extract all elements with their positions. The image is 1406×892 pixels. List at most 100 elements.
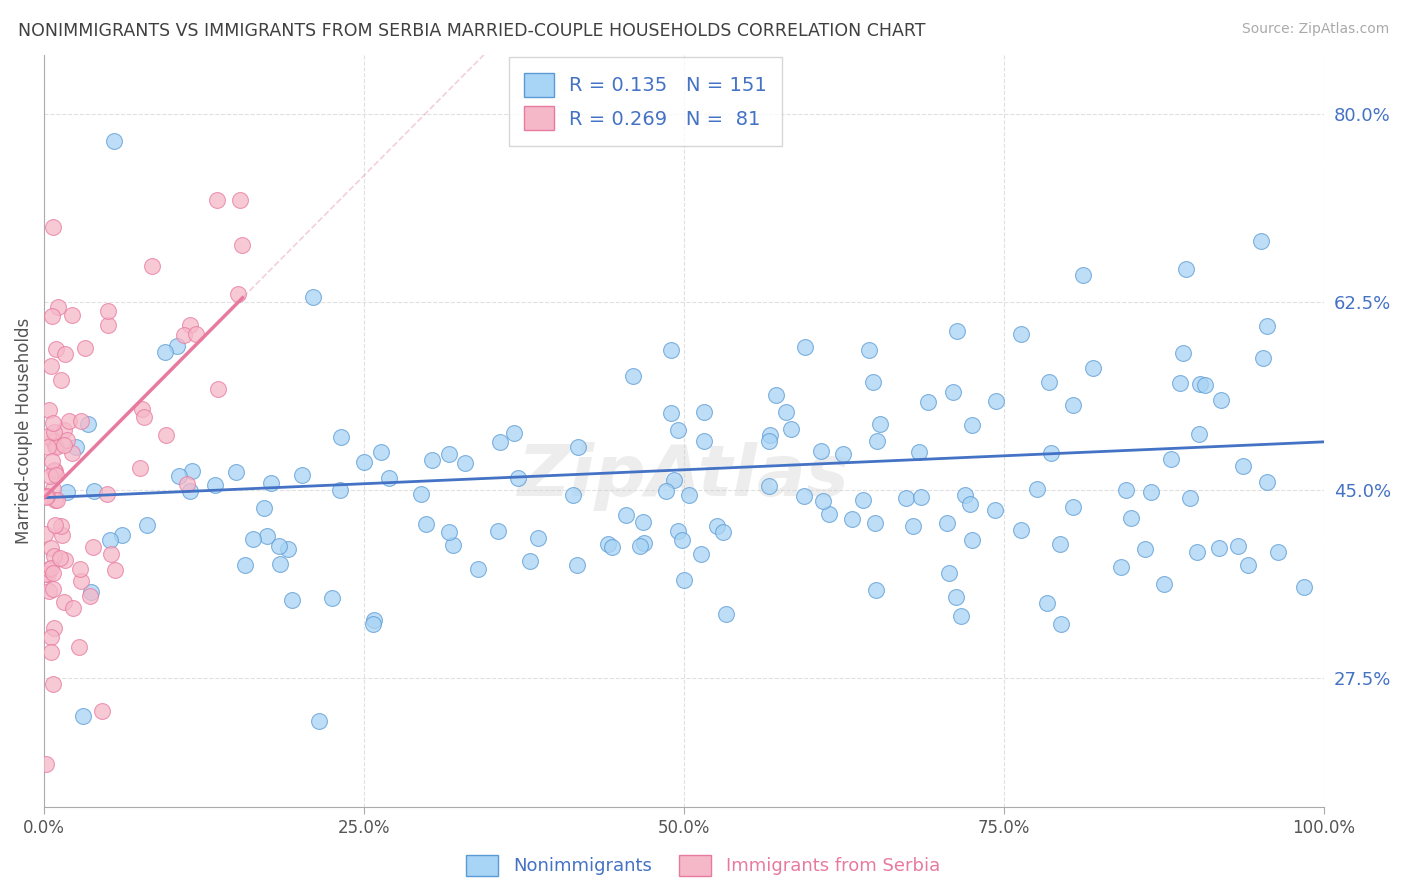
Point [628,539,651,553]
Point [869,417,891,432]
Point [1049,537,1071,551]
Point [42,434,65,449]
Point [353,454,375,468]
Point [633,515,655,529]
Point [58,414,80,428]
Point [1267,545,1289,559]
Point [229,193,252,207]
Point [207,382,229,396]
Point [179,484,201,499]
Point [1010,327,1032,342]
Point [863,516,886,530]
Point [614,508,637,523]
Point [51,528,73,542]
Point [409,487,432,501]
Point [48,550,70,565]
Point [103,134,125,148]
Point [960,533,983,547]
Point [53,595,76,609]
Point [42,219,65,234]
Point [321,591,343,605]
Point [908,445,931,459]
Point [945,324,967,338]
Point [519,554,541,568]
Point [598,537,620,551]
Point [1010,523,1032,537]
Point [39,645,62,659]
Point [253,501,276,516]
Point [37,440,59,454]
Point [1038,375,1060,389]
Point [45,467,67,482]
Point [811,493,834,508]
Point [53,346,76,360]
Point [72,708,94,723]
Point [269,558,291,572]
Point [226,286,249,301]
Point [454,457,477,471]
Point [370,445,392,459]
Point [1062,500,1084,515]
Point [659,343,682,357]
Point [291,468,314,483]
Point [865,583,887,598]
Point [1135,541,1157,556]
Point [832,447,855,461]
Point [959,497,981,511]
Point [35,757,58,772]
Point [666,524,689,538]
Point [935,516,957,531]
Point [437,447,460,461]
Point [179,318,201,332]
Point [1237,558,1260,573]
Point [44,438,66,452]
Point [986,393,1008,408]
Point [131,402,153,417]
Point [489,434,512,449]
Point [79,589,101,603]
Point [693,434,716,448]
Point [945,590,967,604]
Point [277,542,299,557]
Point [38,562,60,576]
Point [1194,377,1216,392]
Point [44,621,66,635]
Point [70,414,93,428]
Point [1208,541,1230,555]
Point [983,503,1005,517]
Point [527,531,550,545]
Point [759,428,782,442]
Point [714,607,737,621]
Point [39,630,62,644]
Point [420,452,443,467]
Point [173,328,195,343]
Point [673,574,696,588]
Point [39,560,62,574]
Point [44,492,66,507]
Point [41,454,63,468]
Point [67,640,90,654]
Legend: R = 0.135   N = 151, R = 0.269   N =  81: R = 0.135 N = 151, R = 0.269 N = 81 [509,57,782,145]
Point [180,465,202,479]
Point [689,547,711,561]
Point [678,488,700,502]
Point [39,541,62,556]
Point [75,341,97,355]
Point [44,464,66,478]
Point [76,417,98,431]
Point [308,714,330,728]
Point [775,405,797,419]
Point [671,533,693,547]
Point [363,613,385,627]
Point [34,490,56,504]
Point [706,519,728,533]
Point [155,428,177,442]
Point [100,547,122,561]
Point [41,359,63,373]
Point [765,388,787,402]
Point [1173,346,1195,360]
Legend: Nonimmigrants, Immigrants from Serbia: Nonimmigrants, Immigrants from Serbia [458,847,948,883]
Point [153,345,176,359]
Point [62,601,84,615]
Point [97,304,120,318]
